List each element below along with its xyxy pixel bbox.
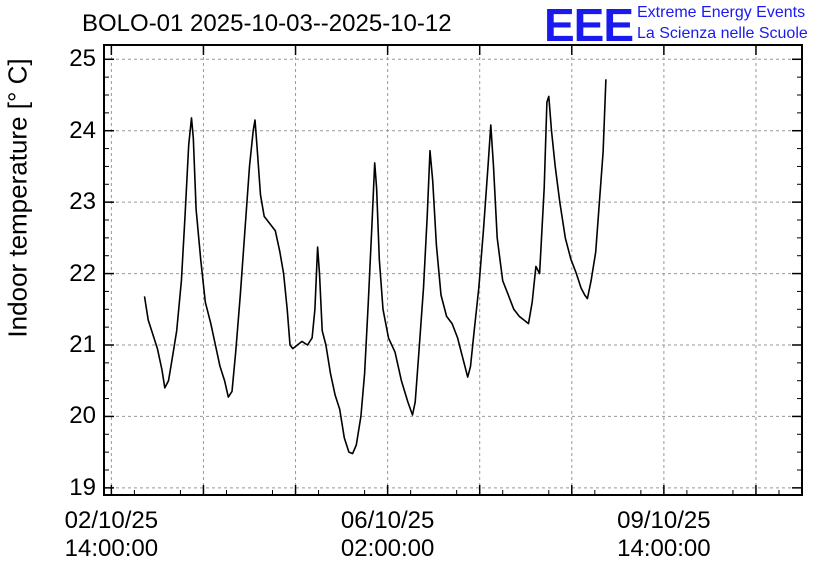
x-tick-label: 02/10/25 14:00:00 (41, 507, 181, 563)
x-tick-time: 02:00:00 (340, 535, 435, 562)
y-axis-label: Indoor temperature [° C] (2, 58, 33, 338)
y-tick-label: 25 (69, 45, 96, 73)
x-tick-time: 14:00:00 (64, 535, 159, 562)
org-name-line2: La Scienza nelle Scuole (637, 25, 808, 42)
x-tick-date: 02/10/25 (64, 507, 159, 534)
y-tick-label: 23 (69, 188, 96, 216)
y-tick-label: 24 (69, 116, 96, 144)
x-tick-date: 06/10/25 (340, 507, 435, 534)
y-tick-label: 19 (69, 473, 96, 501)
eee-logo: EEE (544, 0, 634, 51)
plot-frame (103, 44, 803, 496)
x-tick-label: 06/10/25 02:00:00 (318, 507, 458, 563)
y-tick-label: 21 (69, 331, 96, 358)
axis-ticks (104, 45, 802, 495)
x-tick-time: 14:00:00 (617, 535, 711, 562)
series-line-indoor-temperature (143, 79, 607, 455)
grid-lines (104, 45, 802, 495)
y-tick-label: 20 (69, 402, 96, 430)
x-tick-label: 09/10/25 14:00:00 (594, 507, 734, 563)
chart-title: BOLO-01 2025-10-03--2025-10-12 (82, 10, 452, 37)
org-name-line1: Extreme Energy Events (637, 4, 806, 21)
y-tick-label: 22 (69, 259, 96, 287)
x-tick-date: 09/10/25 (617, 507, 711, 534)
